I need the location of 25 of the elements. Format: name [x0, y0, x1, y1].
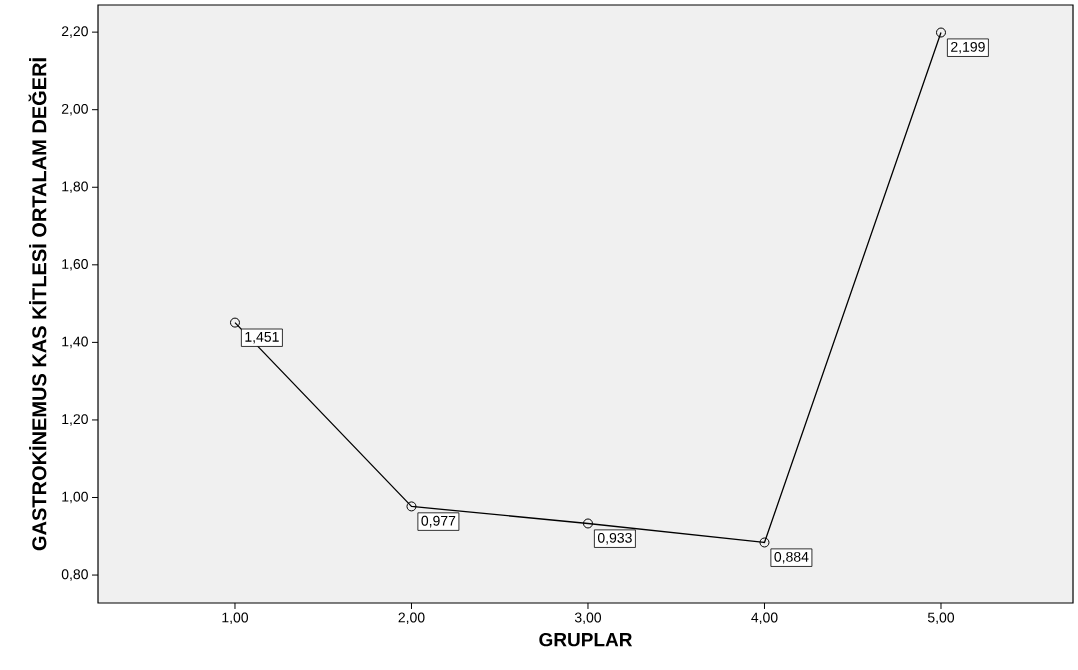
x-tick-label: 1,00	[222, 612, 249, 625]
x-tick-label: 2,00	[398, 612, 425, 625]
point	[935, 27, 946, 38]
y-tick-label: 2,20	[61, 26, 88, 38]
y-tick-label: 1,60	[62, 259, 88, 271]
point	[406, 501, 417, 512]
x-tick-label: 3,00	[574, 612, 602, 625]
data-label: 0,933	[597, 532, 632, 545]
x-tick-label: 5,00	[927, 612, 955, 625]
x-tick-label: 4,00	[751, 612, 778, 625]
data-label: 0,977	[421, 515, 456, 528]
y-tick-label: 1,00	[62, 491, 88, 504]
point	[229, 317, 240, 328]
point	[582, 518, 593, 529]
y-tick-label: 0,80	[61, 569, 88, 581]
y-tick-label: 1,40	[62, 336, 88, 349]
y-tick-label: 1,20	[62, 414, 88, 426]
y-axis-title: GASTROKİNEMUS KAS KİTLESİ ORTALAM DEĞERİ	[28, 58, 47, 551]
y-tick-label: 1,80	[62, 181, 88, 194]
data-label: 0,884	[774, 551, 809, 564]
data-label: 2,199	[951, 41, 985, 54]
point	[759, 537, 770, 548]
y-tick-label: 2,00	[61, 103, 88, 116]
x-axis-title: GRUPLAR	[539, 632, 633, 647]
data-label: 1,451	[245, 332, 279, 344]
